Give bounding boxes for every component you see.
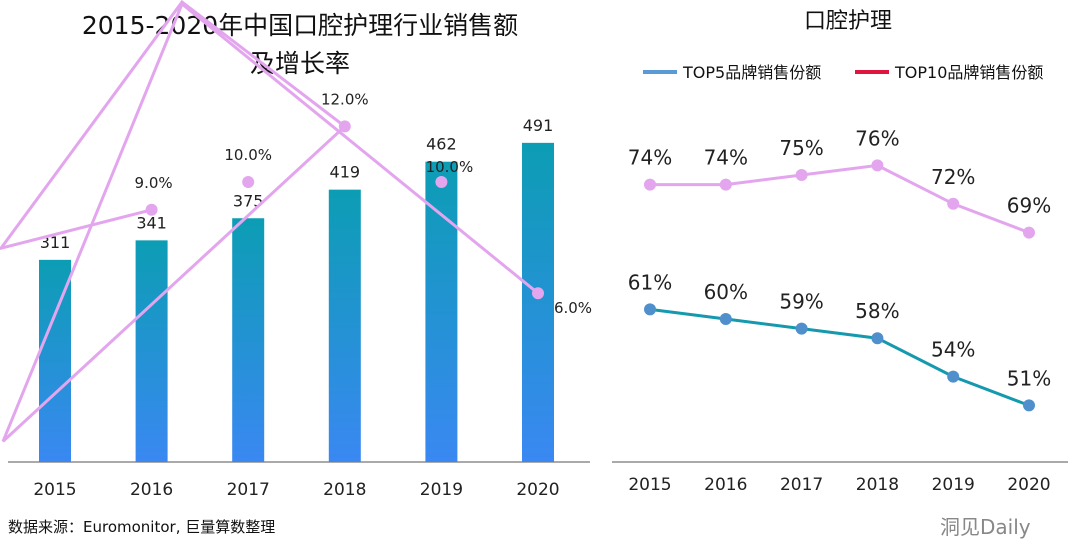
x-tick-label: 2015 [628, 475, 671, 495]
bar [522, 142, 554, 462]
x-tick-label: 2017 [780, 475, 823, 495]
share-label: 76% [855, 126, 899, 150]
growth-rate-point [435, 176, 448, 188]
left-chart-title: 2015-2020年中国口腔护理行业销售额 [82, 11, 518, 40]
share-point [1023, 226, 1035, 239]
share-point [795, 322, 808, 335]
x-tick-label: 2020 [516, 480, 559, 500]
share-point [871, 159, 884, 172]
growth-rate-label: 6.0% [554, 299, 592, 317]
share-point [719, 313, 732, 325]
x-tick-label: 2019 [932, 475, 975, 495]
growth-rate-label: 10.0% [224, 146, 272, 164]
share-point [644, 178, 656, 191]
bar [425, 161, 458, 462]
bar-value-label: 341 [136, 213, 167, 232]
share-label: 58% [855, 299, 899, 323]
bar-value-label: 375 [233, 191, 264, 210]
bar [135, 240, 168, 462]
share-point [871, 332, 884, 345]
growth-rate-label: 10.0% [426, 158, 474, 176]
bar [328, 189, 361, 462]
share-point [947, 370, 960, 383]
share-line [649, 307, 1030, 407]
x-tick-label: 2020 [1007, 475, 1050, 495]
right-chart-title: 口腔护理 [804, 9, 892, 34]
share-line [650, 163, 1030, 235]
x-tick-label: 2015 [33, 480, 76, 500]
share-point [719, 178, 732, 191]
share-label: 60% [704, 280, 748, 304]
share-label: 72% [931, 165, 975, 189]
bar-value-label: 491 [523, 116, 554, 135]
share-point [644, 303, 656, 316]
bar [232, 218, 265, 462]
share-point [947, 197, 960, 210]
growth-rate-line [0, 0, 539, 443]
share-label: 54% [931, 338, 975, 362]
legend-label: TOP10品牌销售份额 [894, 63, 1043, 82]
x-tick-label: 2016 [704, 475, 747, 495]
share-point [1023, 399, 1035, 412]
share-label: 59% [779, 290, 823, 314]
growth-rate-point [532, 287, 544, 300]
share-label: 61% [628, 270, 672, 294]
bar-value-label: 462 [426, 135, 457, 154]
share-point [795, 169, 808, 181]
watermark: 洞见Daily [940, 515, 1031, 539]
growth-rate-point [338, 120, 351, 133]
x-tick-label: 2018 [856, 475, 899, 495]
growth-rate-label: 9.0% [135, 174, 173, 192]
legend-label: TOP5品牌销售份额 [682, 63, 821, 82]
share-label: 74% [704, 146, 748, 170]
bar [39, 259, 71, 462]
x-tick-label: 2019 [420, 480, 463, 500]
source-note: 数据来源：Euromonitor, 巨量算数整理 [8, 518, 275, 536]
growth-rate-point [242, 176, 255, 188]
share-label: 51% [1007, 366, 1051, 390]
share-label: 75% [779, 136, 823, 160]
share-label: 69% [1007, 194, 1051, 218]
x-tick-label: 2017 [227, 480, 270, 500]
share-label: 74% [628, 146, 672, 170]
left-chart-subtitle: 及增长率 [250, 49, 350, 78]
growth-rate-label: 12.0% [321, 90, 369, 108]
x-tick-label: 2018 [323, 480, 366, 500]
growth-rate-point [145, 203, 158, 216]
x-tick-label: 2016 [130, 480, 173, 500]
bar-value-label: 419 [330, 163, 361, 182]
